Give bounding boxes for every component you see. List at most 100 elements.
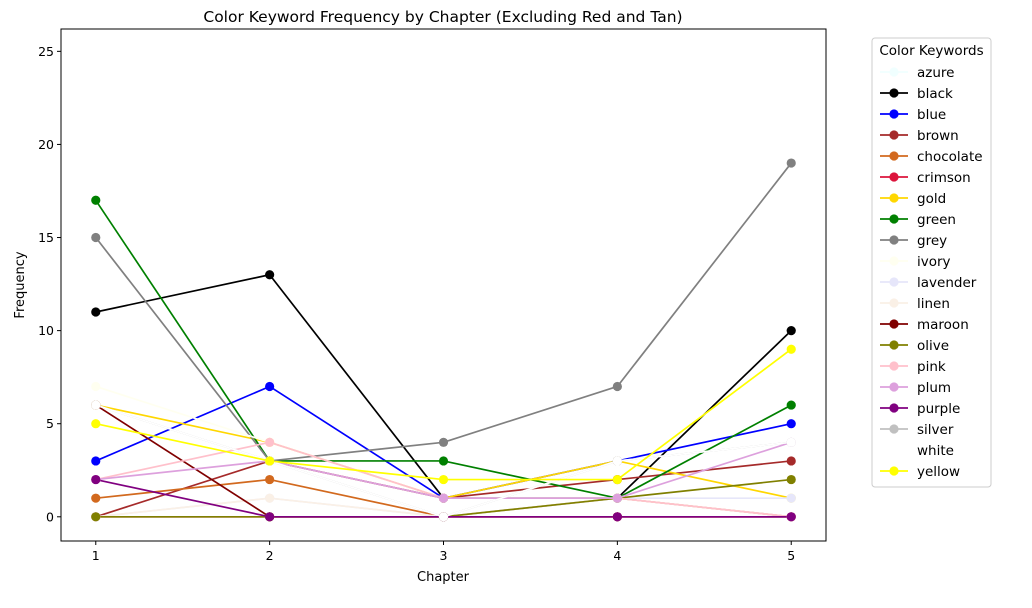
data-point-yellow-5 xyxy=(786,344,796,354)
legend-items: azure black blue brown chocolate crimson gold g… xyxy=(880,65,983,480)
legend-title: Color Keywords xyxy=(879,43,983,59)
legend-label: brown xyxy=(917,128,959,144)
legend-marker-swatch xyxy=(889,109,899,119)
legend-label: lavender xyxy=(917,275,977,291)
legend-item-plum: plum xyxy=(880,380,951,396)
legend-box xyxy=(871,37,992,488)
data-point-olive-5 xyxy=(786,474,796,485)
legend-label: white xyxy=(917,443,954,459)
data-point-grey-4 xyxy=(612,381,622,392)
legend-item-blue: blue xyxy=(880,107,946,123)
legend-marker-swatch xyxy=(889,172,899,182)
legend-label: linen xyxy=(917,296,950,312)
chart-title: Color Keyword Frequency by Chapter (Excl… xyxy=(203,8,682,26)
legend-item-crimson: crimson xyxy=(880,170,971,186)
legend-item-ivory: ivory xyxy=(880,254,951,270)
y-axis-label: Frequency xyxy=(13,251,28,318)
legend-label: gold xyxy=(917,191,946,207)
data-point-white-4 xyxy=(612,456,622,466)
legend-label: maroon xyxy=(917,317,969,333)
legend-marker-swatch xyxy=(889,361,899,371)
legend-marker-swatch xyxy=(889,88,899,98)
legend-marker-swatch xyxy=(889,130,899,140)
y-tick-label: 20 xyxy=(38,137,54,152)
legend-item-white: white xyxy=(880,443,954,459)
legend-marker-swatch xyxy=(889,466,899,476)
x-tick-label: 1 xyxy=(92,548,100,563)
data-point-green-3 xyxy=(438,456,449,466)
legend-marker-swatch xyxy=(889,298,899,308)
data-point-plum-3 xyxy=(438,493,449,503)
x-tick-label: 2 xyxy=(266,548,274,563)
y-tick-label: 0 xyxy=(46,509,54,524)
data-point-plum-4 xyxy=(612,493,622,503)
legend-marker-swatch xyxy=(889,403,899,413)
x-tick-label: 5 xyxy=(787,548,795,563)
legend-item-silver: silver xyxy=(880,422,954,438)
data-point-purple-4 xyxy=(612,512,622,522)
data-point-black-2 xyxy=(265,270,275,280)
legend-marker-swatch xyxy=(889,382,899,392)
x-tick-label: 4 xyxy=(613,548,621,563)
legend-item-lavender: lavender xyxy=(880,275,977,291)
x-axis-label: Chapter xyxy=(417,570,470,585)
data-point-yellow-1 xyxy=(91,419,101,429)
series-markers xyxy=(91,158,796,522)
data-point-blue-5 xyxy=(786,419,796,429)
legend-marker-swatch xyxy=(889,319,899,329)
legend-label: azure xyxy=(917,65,954,81)
legend-item-maroon: maroon xyxy=(880,317,969,333)
data-point-grey-1 xyxy=(91,232,101,243)
x-tick-label: 3 xyxy=(440,548,448,563)
legend-label: plum xyxy=(917,380,951,396)
legend-item-linen: linen xyxy=(880,296,950,312)
legend-label: green xyxy=(917,212,956,228)
legend-marker-swatch xyxy=(889,256,899,266)
legend-item-grey: grey xyxy=(880,233,947,249)
y-tick-label: 25 xyxy=(38,44,54,59)
legend-label: olive xyxy=(917,338,949,354)
data-point-chocolate-2 xyxy=(265,474,275,485)
data-point-pink-2 xyxy=(265,437,275,447)
legend-marker-swatch xyxy=(889,445,899,455)
legend-marker-swatch xyxy=(889,151,899,161)
y-axis-ticks: 0 5 10 15 20 25 xyxy=(38,44,61,524)
legend-label: yellow xyxy=(917,464,960,480)
legend-label: silver xyxy=(917,422,954,438)
data-point-chocolate-1 xyxy=(91,493,101,503)
legend-item-green: green xyxy=(880,212,956,228)
data-point-yellow-4 xyxy=(612,474,622,485)
legend-marker-swatch xyxy=(889,214,899,224)
legend-item-black: black xyxy=(880,86,953,102)
data-point-lavender-5 xyxy=(786,493,796,503)
series-line-gold xyxy=(95,404,792,500)
legend-item-yellow: yellow xyxy=(880,464,960,480)
legend-marker-swatch xyxy=(889,193,899,203)
data-point-brown-5 xyxy=(786,456,796,466)
legend-label: grey xyxy=(917,233,947,249)
data-point-black-5 xyxy=(786,326,796,336)
data-point-grey-3 xyxy=(438,437,449,447)
data-point-black-1 xyxy=(91,307,101,317)
legend: Color Keywords azure black blue brown chocol… xyxy=(871,37,992,488)
data-point-olive-1 xyxy=(91,512,101,522)
legend-item-brown: brown xyxy=(880,128,959,144)
legend-label: crimson xyxy=(917,170,971,186)
data-point-green-5 xyxy=(786,400,796,410)
data-point-grey-5 xyxy=(786,158,796,168)
legend-marker-swatch xyxy=(889,67,899,77)
series-line-plum xyxy=(95,441,792,500)
data-point-ivory-1 xyxy=(91,381,101,392)
legend-item-chocolate: chocolate xyxy=(880,149,983,165)
data-point-blue-1 xyxy=(91,456,101,466)
data-point-yellow-2 xyxy=(265,456,275,466)
data-point-purple-5 xyxy=(786,512,796,522)
legend-marker-swatch xyxy=(889,340,899,350)
legend-item-gold: gold xyxy=(880,191,946,207)
y-tick-label: 10 xyxy=(38,323,54,338)
data-point-white-1 xyxy=(91,400,101,410)
data-point-white-3 xyxy=(438,512,449,522)
legend-item-olive: olive xyxy=(880,338,949,354)
legend-label: purple xyxy=(917,401,960,417)
